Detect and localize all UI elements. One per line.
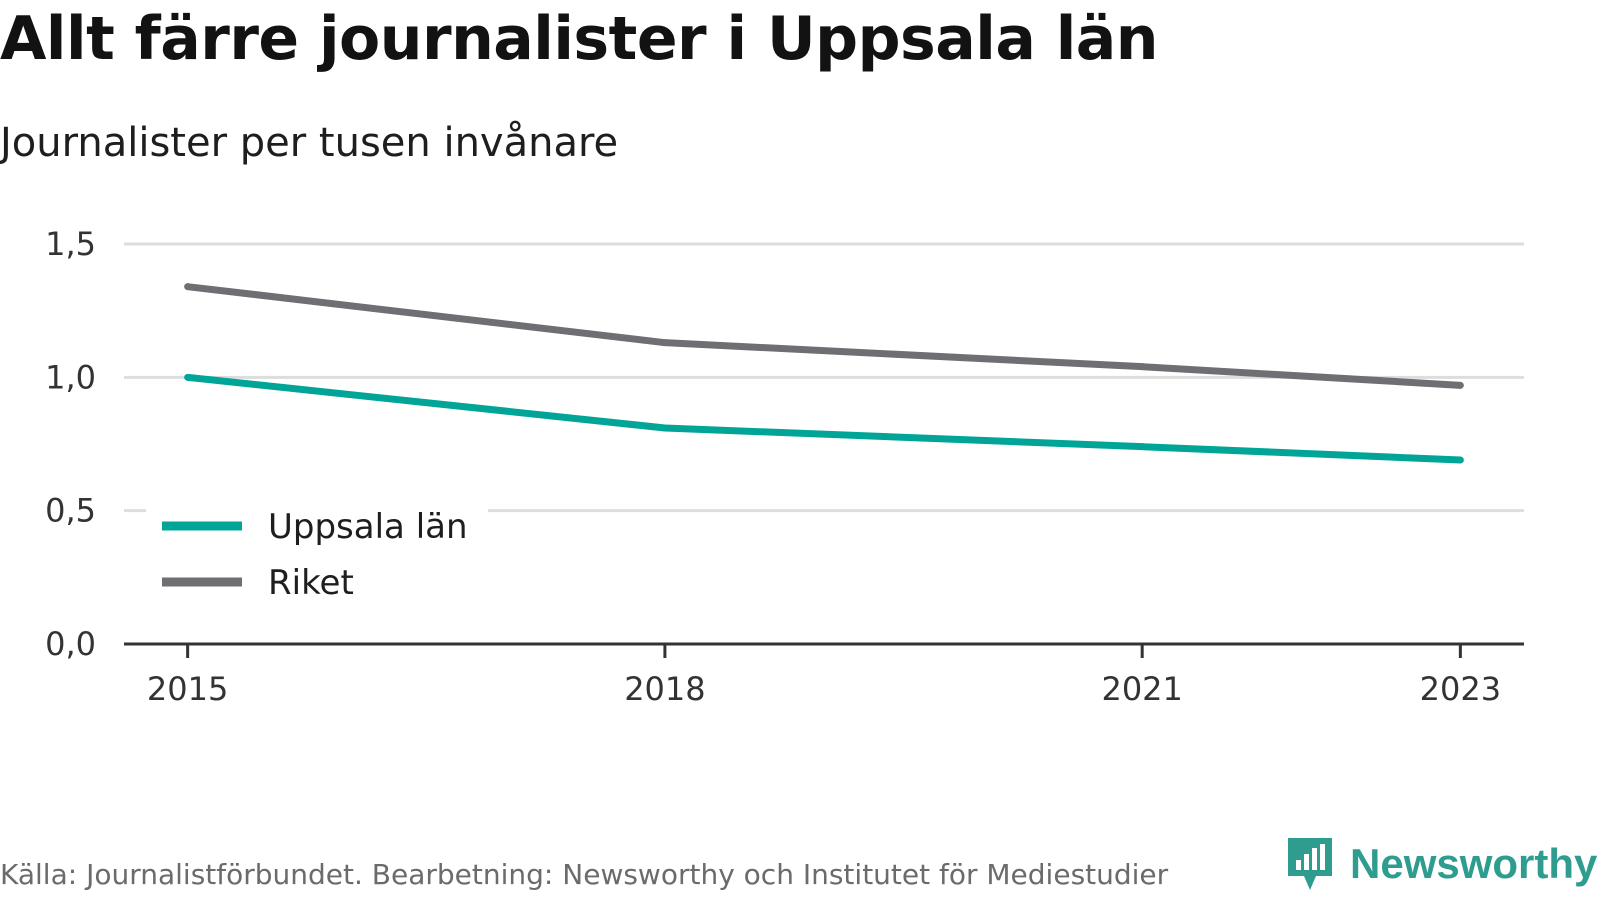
legend-label: Uppsala län	[268, 507, 468, 547]
data-point	[1456, 456, 1464, 464]
x-tick-label: 2021	[1101, 670, 1182, 708]
newsworthy-logo-icon	[1288, 838, 1332, 890]
data-point	[184, 283, 192, 291]
y-tick-label: 1,0	[45, 358, 96, 396]
data-point	[661, 339, 669, 347]
data-point	[1456, 381, 1464, 389]
source-note: Källa: Journalistförbundet. Bearbetning:…	[0, 858, 1169, 891]
newsworthy-logo: Newsworthy	[1286, 836, 1597, 892]
data-point	[1138, 363, 1146, 371]
data-point	[184, 373, 192, 381]
chart-title: Allt färre journalister i Uppsala län	[0, 4, 1158, 74]
x-tick-label: 2018	[624, 670, 705, 708]
y-tick-label: 0,5	[45, 492, 96, 530]
logo-text: Newsworthy	[1350, 840, 1598, 887]
data-point	[661, 424, 669, 432]
series-line-1	[187, 373, 1461, 464]
data-point	[1138, 443, 1146, 451]
legend-label: Riket	[268, 563, 354, 603]
chart-subtitle: Journalister per tusen invånare	[0, 120, 619, 166]
series-line-2	[187, 283, 1461, 389]
legend-background	[146, 500, 488, 628]
y-tick-label: 1,5	[45, 225, 96, 263]
y-tick-label: 0,0	[45, 625, 96, 663]
x-tick-label: 2015	[147, 670, 228, 708]
x-tick-label: 2023	[1420, 670, 1501, 708]
